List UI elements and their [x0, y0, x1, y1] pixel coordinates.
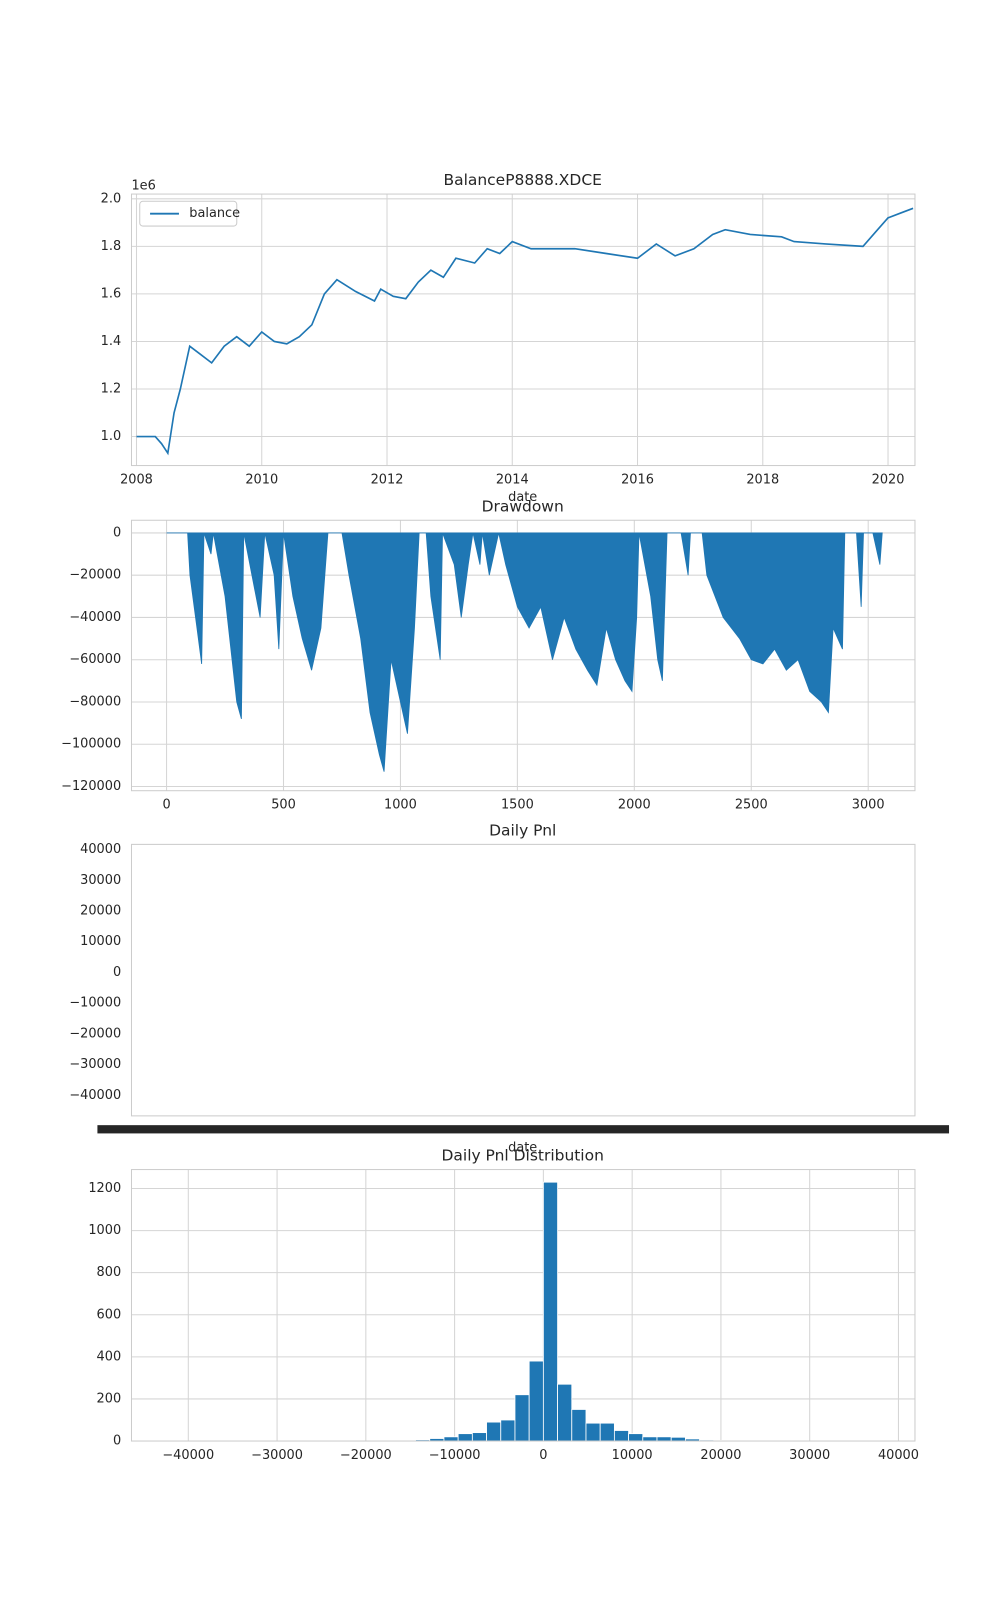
y-tick-label: −100000 [61, 737, 121, 752]
y-tick-label: −80000 [69, 694, 121, 709]
y-offset-label: 1e6 [131, 178, 155, 193]
x-tick-label: −30000 [251, 1448, 303, 1463]
balance-line [136, 207, 914, 456]
y-tick-label: 30000 [80, 873, 121, 888]
x-tick-label: 30000 [789, 1448, 830, 1463]
x-tick-label: 2016 [621, 473, 654, 488]
x-tick-label: 3000 [852, 798, 885, 813]
chart-title: Daily Pnl [489, 821, 556, 839]
x-tick-label: 10000 [612, 1448, 653, 1463]
x-tick-label: 0 [539, 1448, 547, 1463]
histogram-bar [443, 1436, 459, 1442]
y-tick-label: −40000 [69, 1088, 121, 1103]
y-tick-label: 1.6 [101, 286, 122, 301]
x-axis-label: date [508, 490, 537, 505]
y-tick-label: −120000 [61, 779, 121, 794]
plot-frame [130, 1169, 916, 1442]
histogram-bar [457, 1433, 473, 1442]
x-tick-label: 2008 [120, 473, 153, 488]
y-tick-label: 20000 [80, 904, 121, 919]
y-tick-label: 200 [97, 1391, 122, 1406]
y-tick-label: 2.0 [101, 191, 122, 206]
x-tick-label: 0 [162, 798, 170, 813]
y-tick-label: 0 [113, 965, 121, 980]
x-tick-label: −20000 [340, 1448, 392, 1463]
x-tick-label: 1500 [501, 798, 534, 813]
drawdown-area [166, 532, 883, 772]
plot-frame [130, 519, 916, 792]
y-tick-label: 1200 [88, 1181, 121, 1196]
x-tick-label: −40000 [162, 1448, 214, 1463]
x-tick-label: 2020 [872, 473, 905, 488]
chart-title: Drawdown [482, 497, 564, 515]
y-tick-label: 400 [97, 1349, 122, 1364]
y-tick-label: −30000 [69, 1057, 121, 1072]
y-tick-label: 800 [97, 1265, 122, 1280]
y-tick-label: −40000 [69, 610, 121, 625]
y-tick-label: 1000 [88, 1223, 121, 1238]
legend-box [139, 200, 238, 227]
y-tick-label: 1.0 [101, 429, 122, 444]
y-tick-label: 1.2 [101, 382, 122, 397]
x-tick-label: 2500 [735, 798, 768, 813]
histogram-bar [670, 1436, 686, 1442]
y-tick-label: 1.8 [101, 239, 122, 254]
histogram-bar [500, 1419, 516, 1442]
x-axis-label: date [508, 1140, 537, 1155]
plot-frame [130, 193, 916, 467]
x-tick-label: 500 [271, 798, 296, 813]
histogram-bar [486, 1421, 502, 1442]
y-tick-label: 0 [113, 525, 121, 540]
y-tick-label: 10000 [80, 934, 121, 949]
x-tick-label: 20000 [700, 1448, 741, 1463]
y-tick-label: −20000 [69, 568, 121, 583]
y-tick-label: 600 [97, 1307, 122, 1322]
histogram-bar [628, 1433, 644, 1442]
overlapping-x-tick-labels [97, 1125, 950, 1134]
x-tick-label: 2012 [371, 473, 404, 488]
histogram-bar [571, 1409, 587, 1442]
plot-frame [130, 843, 916, 1117]
x-tick-label: 2010 [245, 473, 278, 488]
histogram-bar [557, 1383, 573, 1442]
legend-label: balance [189, 206, 240, 221]
histogram-bar [599, 1422, 615, 1442]
x-tick-label: 1000 [384, 798, 417, 813]
y-tick-label: 1.4 [101, 334, 122, 349]
chart-title: BalanceP8888.XDCE [444, 171, 602, 189]
y-tick-label: 0 [113, 1434, 121, 1449]
histogram-bar [642, 1436, 658, 1442]
x-tick-label: 2014 [496, 473, 529, 488]
histogram-bar [613, 1430, 630, 1442]
x-tick-label: 2000 [618, 798, 651, 813]
histogram-bar [514, 1394, 530, 1442]
y-tick-label: −60000 [69, 652, 121, 667]
histogram-bar [471, 1432, 487, 1442]
histogram-bar [528, 1360, 544, 1442]
background [4, 0, 996, 1600]
histogram-bar [656, 1436, 672, 1442]
y-tick-label: −20000 [69, 1026, 121, 1041]
x-tick-label: −10000 [429, 1448, 481, 1463]
chart-title: Daily Pnl Distribution [442, 1147, 604, 1165]
x-tick-label: 2018 [746, 473, 779, 488]
y-tick-label: 40000 [80, 842, 121, 857]
y-tick-label: −10000 [69, 996, 121, 1011]
x-tick-label: 40000 [878, 1448, 919, 1463]
histogram-bar [542, 1181, 558, 1442]
histogram-bar [585, 1422, 601, 1442]
